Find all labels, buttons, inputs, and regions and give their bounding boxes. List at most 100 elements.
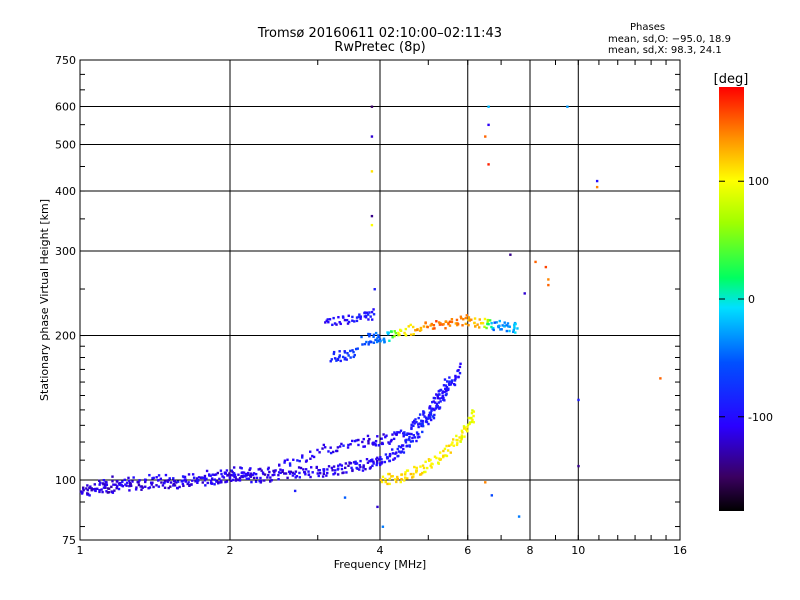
data-point [244, 472, 248, 476]
data-point [433, 327, 436, 330]
data-point [441, 396, 444, 400]
data-point [361, 440, 364, 444]
data-point [332, 350, 336, 354]
data-point [194, 480, 197, 483]
data-point [390, 330, 393, 333]
data-point [353, 320, 356, 323]
phases-line-x: mean, sd,X: 98.3, 24.1 [608, 45, 722, 56]
data-point [274, 469, 277, 472]
data-point [415, 431, 419, 434]
data-point [187, 473, 191, 476]
data-point [297, 466, 301, 469]
data-point [252, 472, 256, 475]
data-point [432, 396, 436, 400]
data-point [437, 401, 440, 404]
data-point [450, 317, 454, 321]
data-point [461, 324, 464, 327]
data-point [101, 490, 104, 494]
data-point [337, 464, 340, 467]
data-point [415, 469, 418, 472]
data-point [289, 470, 293, 473]
data-point [427, 414, 431, 417]
data-point [93, 483, 97, 486]
data-point [105, 483, 109, 487]
data-point [226, 473, 230, 477]
data-point [476, 323, 479, 326]
data-point [267, 466, 270, 470]
data-point [403, 431, 406, 434]
data-point [429, 458, 432, 462]
data-point [96, 487, 99, 490]
data-point [364, 316, 368, 319]
data-point [343, 358, 346, 361]
data-point [427, 422, 430, 426]
data-point [261, 471, 265, 474]
data-point [399, 429, 403, 432]
data-point [250, 480, 253, 484]
data-point [387, 331, 390, 334]
data-point [395, 451, 398, 454]
data-point [82, 486, 85, 489]
data-points [79, 105, 662, 528]
data-point [182, 484, 185, 488]
data-point [478, 318, 481, 321]
data-point [451, 441, 454, 444]
data-point [467, 318, 470, 322]
data-point [281, 470, 284, 474]
data-point [404, 471, 407, 474]
data-point [325, 319, 328, 322]
data-point [353, 439, 357, 443]
data-point [428, 407, 431, 410]
data-point [151, 481, 154, 484]
data-point [452, 438, 455, 441]
data-point [393, 478, 397, 481]
data-point [380, 437, 383, 440]
data-point [397, 331, 400, 335]
data-point [393, 334, 396, 338]
colorbar-unit: [deg] [714, 72, 749, 87]
data-point [431, 400, 434, 404]
data-point [470, 420, 474, 423]
x-tick-label: 16 [673, 544, 687, 557]
data-point [113, 489, 116, 492]
data-point [483, 317, 487, 321]
data-point [413, 419, 416, 423]
data-point [422, 325, 426, 328]
data-point [132, 476, 135, 479]
data-point [368, 437, 371, 441]
data-point [409, 440, 413, 443]
data-point [497, 325, 500, 329]
data-point [379, 478, 383, 482]
data-point [366, 313, 370, 316]
data-point [460, 434, 464, 437]
data-point [486, 318, 490, 322]
data-point [163, 481, 166, 485]
data-point [354, 460, 357, 463]
data-point [245, 477, 249, 480]
data-point [388, 482, 391, 486]
data-point [311, 454, 314, 458]
data-point [406, 432, 409, 435]
data-point [259, 467, 262, 471]
data-point [157, 485, 161, 488]
data-point [363, 315, 367, 318]
data-point [424, 321, 427, 324]
data-point [386, 331, 389, 334]
data-point [405, 433, 408, 437]
data-point [352, 461, 356, 464]
data-point [137, 481, 140, 484]
data-point [356, 467, 359, 470]
data-point [378, 463, 382, 467]
data-point [144, 480, 147, 484]
data-point [235, 478, 238, 481]
data-point [460, 436, 464, 439]
data-point [254, 472, 258, 476]
data-point [291, 474, 295, 477]
data-point [409, 323, 412, 327]
data-point [98, 479, 101, 483]
data-point [479, 322, 483, 325]
data-point [442, 323, 445, 326]
data-point [375, 340, 379, 344]
data-point [335, 359, 338, 362]
data-point [432, 400, 435, 403]
